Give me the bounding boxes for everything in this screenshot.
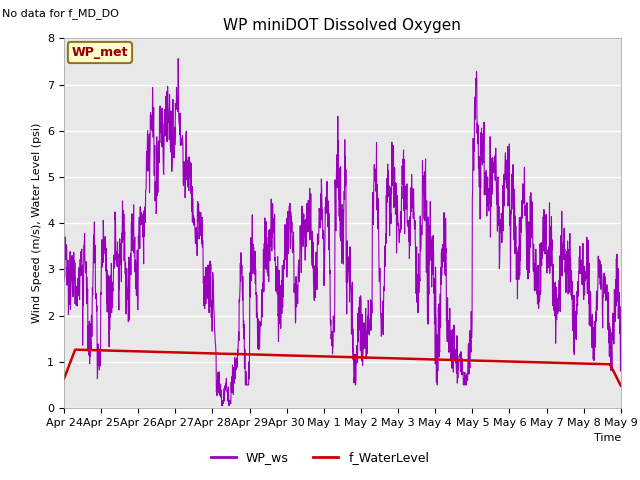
f_WaterLevel [617,383,625,388]
f_WaterLevel [89,347,97,353]
WP_ws [602,284,609,290]
WP_ws [601,274,609,279]
WP_ws [617,304,625,310]
WP_ws [317,222,324,228]
Legend: WP_ws, f_WaterLevel: WP_ws, f_WaterLevel [205,446,435,469]
f_WaterLevel [601,361,609,367]
WP_ws [60,278,68,284]
f_WaterLevel [316,353,324,359]
f_WaterLevel [499,359,506,364]
f_WaterLevel [331,354,339,360]
WP_ws [218,403,225,408]
f_WaterLevel [60,376,68,382]
WP_ws [174,56,182,61]
WP_ws [88,285,96,291]
f_WaterLevel [601,361,609,367]
Y-axis label: Wind Speed (m/s), Water Level (psi): Wind Speed (m/s), Water Level (psi) [31,123,42,324]
WP_ws [499,182,507,188]
Line: f_WaterLevel: f_WaterLevel [64,349,621,385]
Line: WP_ws: WP_ws [64,59,621,406]
Text: No data for f_MD_DO: No data for f_MD_DO [1,8,118,19]
X-axis label: Time: Time [593,433,621,443]
Title: WP miniDOT Dissolved Oxygen: WP miniDOT Dissolved Oxygen [223,18,461,33]
f_WaterLevel [71,347,79,352]
WP_ws [332,184,339,190]
Legend: WP_met: WP_met [68,42,132,63]
